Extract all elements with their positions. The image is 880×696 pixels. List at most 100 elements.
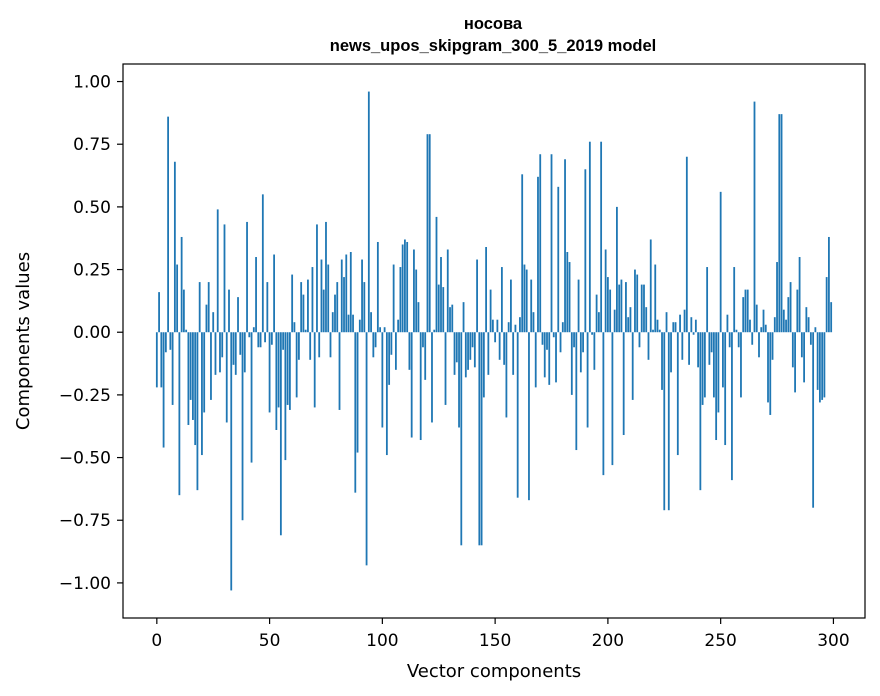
bar xyxy=(216,209,219,333)
bar xyxy=(588,141,591,333)
bar xyxy=(548,332,551,385)
bar xyxy=(219,332,221,373)
bar xyxy=(731,332,733,481)
bar xyxy=(462,302,465,333)
bar xyxy=(559,332,562,353)
bar xyxy=(719,191,722,333)
bar xyxy=(789,282,792,333)
bar xyxy=(710,332,713,353)
bar xyxy=(749,319,751,333)
bar xyxy=(399,267,402,333)
bar xyxy=(435,216,438,333)
bar xyxy=(537,176,539,333)
bar xyxy=(701,332,704,405)
bar xyxy=(277,332,280,408)
bar xyxy=(473,332,476,368)
y-tick-label: −0.75 xyxy=(59,511,111,531)
bar xyxy=(286,332,289,405)
bar xyxy=(178,332,181,496)
bar xyxy=(480,332,483,546)
x-axis-label: Vector components xyxy=(407,661,581,682)
bar xyxy=(744,289,747,333)
bar xyxy=(609,289,612,333)
bar xyxy=(735,329,738,333)
bar xyxy=(327,264,330,333)
bar xyxy=(266,282,269,333)
bar xyxy=(295,332,298,398)
bar xyxy=(453,332,456,375)
bar xyxy=(670,332,672,373)
x-tick-label: 300 xyxy=(817,631,849,651)
bar xyxy=(259,332,262,348)
bar xyxy=(446,249,449,333)
bar xyxy=(182,289,185,333)
bar xyxy=(697,332,699,368)
bar xyxy=(162,332,165,448)
bar xyxy=(663,332,666,511)
y-axis: 1.00 0.75 0.50 0.25 0.00 −0.25 −0.50 −0.75 −1.00 xyxy=(59,73,123,594)
bar xyxy=(221,332,224,358)
bar xyxy=(776,262,778,333)
bar xyxy=(198,282,201,333)
bar xyxy=(282,332,285,350)
bar xyxy=(622,332,625,436)
bar xyxy=(715,332,718,441)
bar xyxy=(406,241,409,333)
bar xyxy=(367,91,370,333)
bar xyxy=(805,307,808,333)
bar xyxy=(444,332,447,405)
bar xyxy=(767,332,769,403)
bar xyxy=(546,332,548,350)
bar xyxy=(467,332,469,370)
bar xyxy=(173,161,176,333)
bar xyxy=(201,332,203,456)
bar xyxy=(230,332,233,591)
bar xyxy=(210,332,212,400)
bar xyxy=(740,332,742,398)
bar xyxy=(356,332,359,453)
bar xyxy=(604,249,607,333)
plot-frame xyxy=(122,63,866,619)
bar xyxy=(575,332,578,451)
bar xyxy=(318,332,321,358)
bar xyxy=(791,332,794,368)
bar xyxy=(374,332,377,348)
bar xyxy=(649,239,652,333)
bar xyxy=(433,329,436,333)
bar xyxy=(316,224,318,333)
bar xyxy=(422,332,424,348)
bar xyxy=(358,319,361,333)
bar xyxy=(394,332,397,370)
bar xyxy=(205,304,208,333)
y-tick-label: −0.50 xyxy=(59,449,111,469)
bar xyxy=(593,332,596,370)
bar xyxy=(347,314,350,333)
bar xyxy=(487,332,490,375)
bar xyxy=(613,309,616,333)
bar xyxy=(160,332,163,388)
bar xyxy=(507,322,510,333)
bar xyxy=(385,332,388,456)
chart-title-line-1: носова xyxy=(464,15,523,33)
bar xyxy=(712,332,715,398)
bar xyxy=(223,224,226,333)
x-tick-label: 50 xyxy=(259,631,281,651)
bar xyxy=(460,332,463,546)
bar xyxy=(476,259,478,333)
bar xyxy=(579,332,582,373)
bar xyxy=(293,322,296,333)
bar xyxy=(376,241,379,333)
bar xyxy=(561,322,564,333)
bar xyxy=(257,332,260,348)
bar xyxy=(291,274,294,333)
bar xyxy=(557,186,560,333)
bar xyxy=(640,284,643,333)
bar xyxy=(722,332,724,388)
bar xyxy=(780,114,783,333)
bar xyxy=(322,289,325,333)
bar xyxy=(494,332,497,343)
bar xyxy=(586,332,589,428)
bar xyxy=(570,332,573,395)
bar xyxy=(410,332,413,438)
x-tick-label: 150 xyxy=(479,631,511,651)
